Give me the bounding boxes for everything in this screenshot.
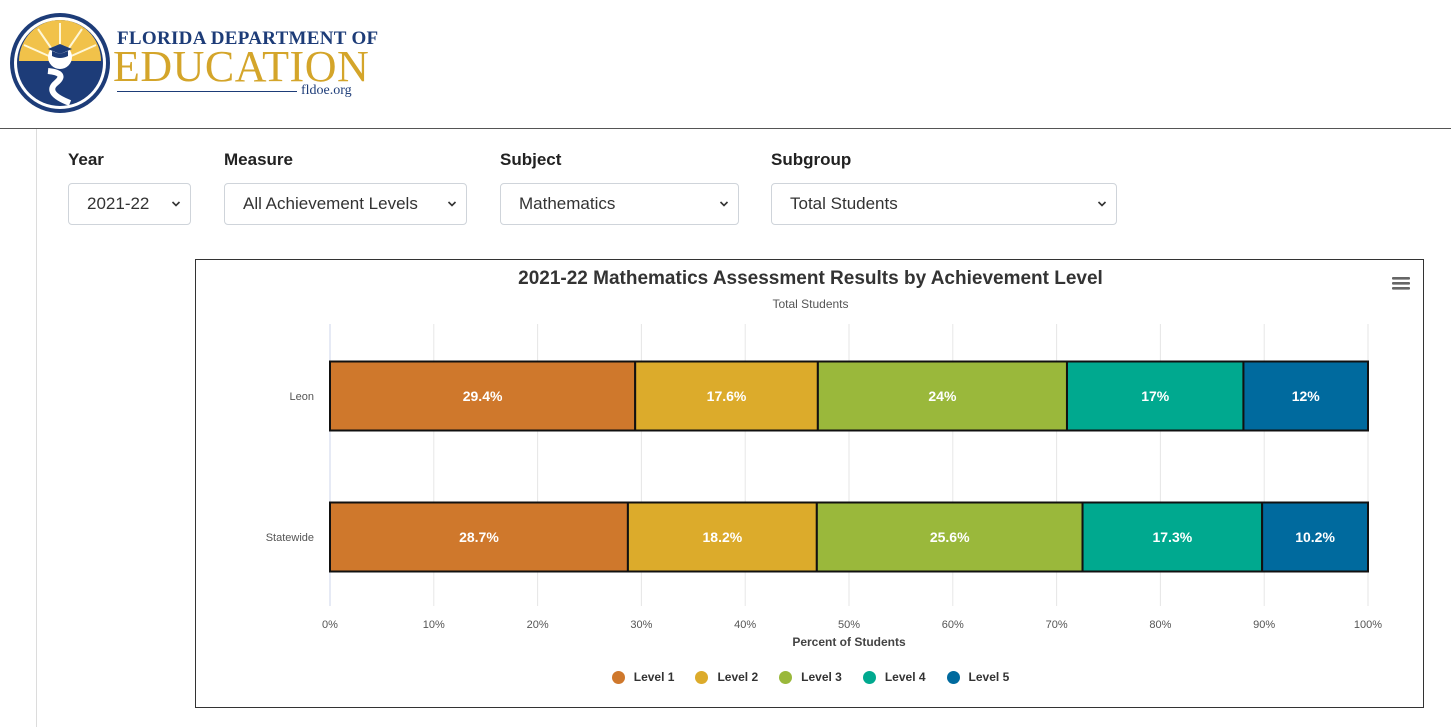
legend-label: Level 1 bbox=[633, 670, 675, 684]
bar-segment bbox=[329, 360, 637, 432]
bar-segment bbox=[626, 501, 818, 573]
x-tick-label: 0% bbox=[322, 619, 338, 631]
logo-line2: EDUCATION bbox=[113, 42, 370, 91]
logo-rule bbox=[117, 91, 297, 92]
subject-label: Subject bbox=[500, 150, 562, 169]
site-header: FLORIDA DEPARTMENT OF EDUCATION fldoe.or… bbox=[0, 0, 1451, 129]
fldoe-seal-logo[interactable] bbox=[8, 11, 112, 115]
legend-label: Level 5 bbox=[968, 670, 1010, 684]
subject-select[interactable]: Mathematics bbox=[500, 183, 739, 225]
fldoe-wordmark[interactable]: FLORIDA DEPARTMENT OF EDUCATION fldoe.or… bbox=[113, 28, 378, 108]
subject-select-value: Mathematics bbox=[519, 194, 616, 213]
subgroup-filter: Subgroup Total Students bbox=[771, 149, 1117, 225]
bar-data-label: 24% bbox=[928, 388, 957, 404]
legend-item[interactable]: Level 3 bbox=[779, 670, 842, 684]
legend-swatch bbox=[779, 670, 793, 684]
legend-swatch bbox=[862, 670, 876, 684]
legend-swatch bbox=[611, 670, 625, 684]
bar-segment bbox=[634, 360, 819, 432]
bar-segment bbox=[815, 501, 1084, 573]
legend-item[interactable]: Level 1 bbox=[611, 670, 675, 684]
subject-filter: Subject Mathematics bbox=[500, 149, 739, 225]
measure-select-value: All Achievement Levels bbox=[243, 194, 418, 213]
bar-data-label: 18.2% bbox=[703, 529, 743, 545]
legend-item[interactable]: Level 2 bbox=[695, 670, 758, 684]
logo-line3: fldoe.org bbox=[301, 83, 352, 98]
x-tick-label: 90% bbox=[1253, 619, 1275, 631]
bar-data-label: 17.3% bbox=[1152, 529, 1192, 545]
chart-title: 2021-22 Mathematics Assessment Results b… bbox=[518, 268, 1103, 289]
hamburger-menu-icon[interactable] bbox=[1391, 275, 1411, 291]
year-select-value: 2021-22 bbox=[87, 194, 150, 213]
bar-data-label: 17.6% bbox=[707, 388, 747, 404]
legend-swatch bbox=[695, 670, 709, 684]
bar-data-label: 17% bbox=[1141, 388, 1170, 404]
bar-data-label: 10.2% bbox=[1295, 529, 1335, 545]
bar-segment bbox=[816, 360, 1068, 432]
x-tick-label: 70% bbox=[1046, 619, 1068, 631]
chart-subtitle: Total Students bbox=[772, 297, 849, 311]
subgroup-label: Subgroup bbox=[771, 150, 852, 169]
x-tick-label: 100% bbox=[1354, 619, 1382, 631]
legend-item[interactable]: Level 4 bbox=[862, 670, 926, 684]
chevron-down-icon bbox=[447, 201, 457, 207]
legend-label: Level 3 bbox=[801, 670, 842, 684]
x-axis-label: Percent of Students bbox=[792, 635, 906, 649]
measure-filter: Measure All Achievement Levels bbox=[224, 149, 467, 225]
bar-data-label: 25.6% bbox=[930, 529, 970, 545]
x-tick-label: 60% bbox=[942, 619, 964, 631]
subgroup-select-value: Total Students bbox=[790, 194, 898, 213]
bar-segment bbox=[1261, 501, 1370, 573]
measure-select[interactable]: All Achievement Levels bbox=[224, 183, 467, 225]
legend-swatch bbox=[946, 670, 960, 684]
y-category-label: Leon bbox=[290, 391, 314, 403]
logo-line1: FLORIDA DEPARTMENT OF bbox=[117, 28, 379, 49]
bar-data-label: 28.7% bbox=[459, 529, 499, 545]
bar-segment bbox=[1242, 360, 1369, 432]
bar-segment bbox=[1081, 501, 1264, 573]
chevron-down-icon bbox=[171, 201, 181, 207]
chart-container: 2021-22 Mathematics Assessment Results b… bbox=[195, 259, 1424, 708]
bar-data-label: 12% bbox=[1292, 388, 1321, 404]
year-filter: Year 2021-22 bbox=[68, 149, 191, 225]
subgroup-select[interactable]: Total Students bbox=[771, 183, 1117, 225]
chevron-down-icon bbox=[719, 201, 729, 207]
chevron-down-icon bbox=[1097, 201, 1107, 207]
year-label: Year bbox=[68, 150, 104, 169]
bar-data-label: 29.4% bbox=[463, 388, 503, 404]
legend-label: Level 4 bbox=[884, 670, 926, 684]
measure-label: Measure bbox=[224, 150, 293, 169]
year-select[interactable]: 2021-22 bbox=[68, 183, 191, 225]
x-tick-label: 10% bbox=[423, 619, 445, 631]
x-tick-label: 40% bbox=[734, 619, 756, 631]
x-tick-label: 50% bbox=[838, 619, 860, 631]
x-tick-label: 20% bbox=[527, 619, 549, 631]
stacked-bar-plot: 0% 10% 20% 30% 40% 50% 60% 70% 80% 90% 100% Percent… bbox=[266, 324, 1382, 649]
y-category-label: Statewide bbox=[266, 532, 314, 544]
legend-item[interactable]: Level 5 bbox=[946, 670, 1010, 684]
legend-label: Level 2 bbox=[717, 670, 759, 684]
x-tick-label: 30% bbox=[630, 619, 652, 631]
chart-legend: Level 1 Level 2 Level 3 Level 4 Level 5 bbox=[196, 670, 1425, 684]
x-tick-label: 80% bbox=[1149, 619, 1171, 631]
bar-segment bbox=[329, 501, 629, 573]
content-left-border bbox=[36, 129, 37, 727]
